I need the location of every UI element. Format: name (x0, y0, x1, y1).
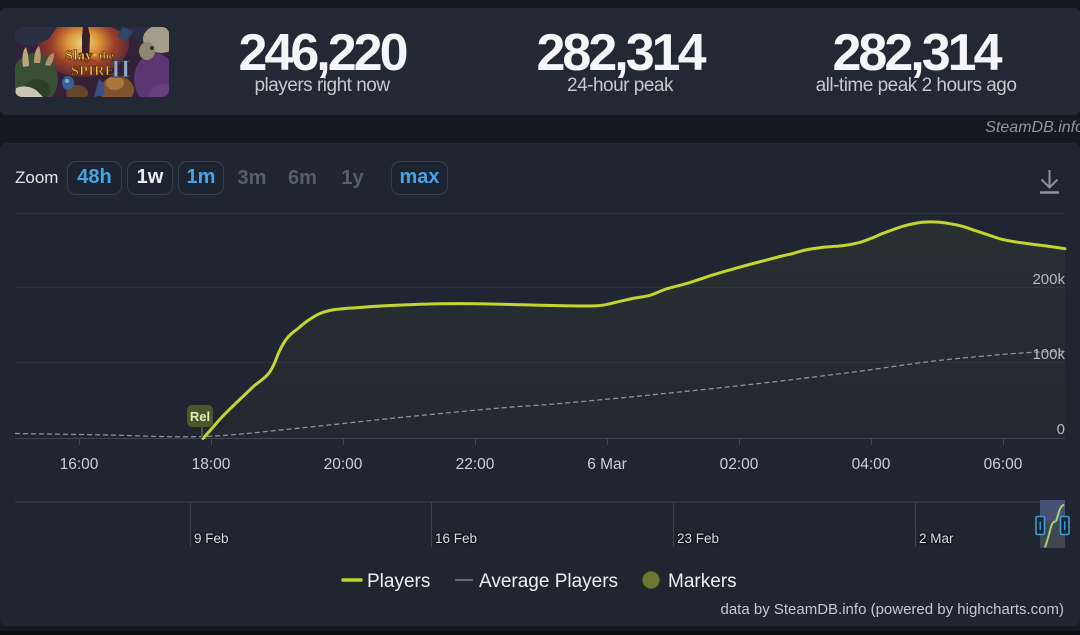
svg-text:2 Mar: 2 Mar (919, 531, 954, 546)
svg-text:200k: 200k (1032, 271, 1065, 288)
svg-text:20:00: 20:00 (324, 456, 363, 473)
svg-text:02:00: 02:00 (720, 456, 759, 473)
svg-text:Players: Players (367, 571, 430, 592)
svg-text:16 Feb: 16 Feb (435, 531, 477, 546)
svg-text:18:00: 18:00 (192, 456, 231, 473)
svg-text:Markers: Markers (668, 571, 737, 592)
svg-text:23 Feb: 23 Feb (677, 531, 719, 546)
svg-text:6 Mar: 6 Mar (587, 456, 627, 473)
svg-text:data by SteamDB.info (powered: data by SteamDB.info (powered by highcha… (721, 601, 1065, 618)
svg-text:the: the (99, 50, 114, 62)
svg-text:9 Feb: 9 Feb (194, 531, 229, 546)
svg-text:Rel: Rel (190, 409, 210, 424)
svg-text:II: II (111, 56, 130, 83)
svg-text:SPIRE: SPIRE (71, 64, 115, 79)
svg-text:Slay: Slay (65, 48, 93, 64)
svg-text:22:00: 22:00 (456, 456, 495, 473)
svg-text:04:00: 04:00 (852, 456, 891, 473)
svg-text:06:00: 06:00 (984, 456, 1023, 473)
svg-text:Average Players: Average Players (479, 571, 618, 592)
svg-text:100k: 100k (1032, 346, 1065, 363)
svg-text:0: 0 (1057, 421, 1065, 438)
svg-text:16:00: 16:00 (60, 456, 99, 473)
